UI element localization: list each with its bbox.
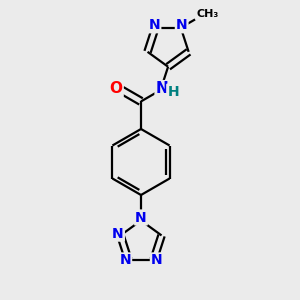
Text: N: N <box>149 18 160 32</box>
Text: H: H <box>167 85 179 99</box>
Text: N: N <box>112 226 124 241</box>
Text: N: N <box>119 254 131 268</box>
Text: N: N <box>135 211 147 224</box>
Text: N: N <box>176 18 188 32</box>
Text: N: N <box>151 254 163 268</box>
Text: O: O <box>110 81 123 96</box>
Text: CH₃: CH₃ <box>196 8 219 19</box>
Text: N: N <box>156 81 168 96</box>
